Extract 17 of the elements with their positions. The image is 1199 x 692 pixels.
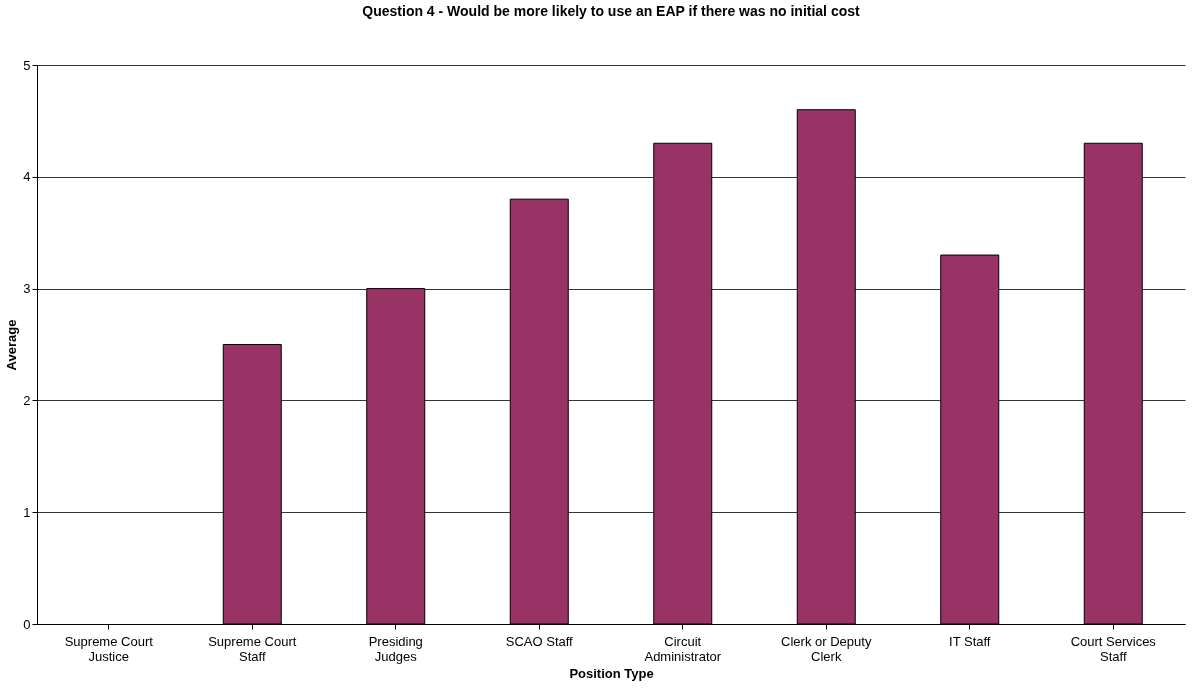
y-tick-label: 4 xyxy=(23,169,31,185)
y-tick-label: 2 xyxy=(23,392,31,408)
chart-title: Question 4 - Would be more likely to use an EAP if there was no initial cost xyxy=(362,3,861,19)
x-tick-label: Court Services Staff xyxy=(1070,633,1157,664)
x-axis-title: Position Type xyxy=(569,665,654,681)
x-tick-label: IT Staff xyxy=(949,633,991,649)
x-tick-label: Supreme Court Justice xyxy=(64,633,154,664)
y-tick-label: 1 xyxy=(23,504,31,520)
x-tick-label: Supreme Court Staff xyxy=(208,633,297,664)
x-tick-label: Clerk or Deputy Clerk xyxy=(781,633,872,664)
y-tick-label: 5 xyxy=(23,57,31,73)
x-tick-label: Presiding Judges xyxy=(368,633,423,664)
x-tick-label: SCAO Staff xyxy=(505,633,574,649)
y-tick-label: 0 xyxy=(23,616,31,632)
x-tick-label: Circuit Administrator xyxy=(644,633,722,664)
y-tick-label: 3 xyxy=(23,281,31,297)
y-axis-title: Average xyxy=(4,319,20,371)
